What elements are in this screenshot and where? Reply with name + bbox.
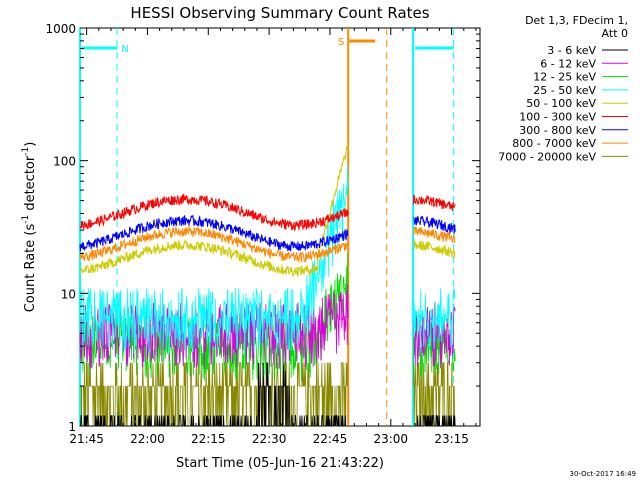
y-label-superscript: -1 <box>21 147 31 156</box>
legend-label: 6 - 12 keV <box>540 57 596 70</box>
series-line-50-100keV <box>412 239 456 259</box>
night-label: N <box>121 44 128 55</box>
y-tick-label: 10 <box>61 287 76 301</box>
timestamp: 30-Oct-2017 16:49 <box>570 470 636 478</box>
series-line-3-6keV <box>80 362 349 427</box>
series-line-50-100keV <box>79 143 349 278</box>
y-tick-layer: 1 10 100 1000 <box>45 22 480 434</box>
legend-label: 800 - 7000 keV <box>512 137 596 150</box>
x-tick-label: 21:45 <box>69 432 104 446</box>
legend-label: 25 - 50 keV <box>533 84 596 97</box>
series-line-25-50keV <box>79 164 349 355</box>
y-tick-label: 1 <box>68 420 76 434</box>
legend-label: 7000 - 20000 keV <box>498 150 596 163</box>
x-axis-label: Start Time (05-Jun-16 21:43:22) <box>176 456 384 471</box>
series-line-7000-20000keV <box>413 362 456 427</box>
series-line-800-7000keV <box>79 225 349 264</box>
y-axis-label: Count Rate (s-1 detector-1) <box>21 142 38 313</box>
legend-label: 50 - 100 keV <box>526 97 596 110</box>
y-tick-label: 1000 <box>45 22 76 36</box>
saa-label: S <box>338 37 344 48</box>
y-label-part: detector <box>23 155 38 215</box>
legend-label: 3 - 6 keV <box>547 44 596 57</box>
legend-header-line: Att 0 <box>602 27 628 40</box>
x-tick-label: 22:45 <box>313 432 348 446</box>
legend-label: 300 - 800 keV <box>519 124 596 137</box>
x-tick-layer: 21:45 22:00 22:15 22:30 22:45 23:00 23:15 <box>69 28 477 446</box>
series-line-25-50keV <box>413 287 456 354</box>
series-line-800-7000keV <box>412 226 456 244</box>
series-line-300-800keV <box>413 215 456 235</box>
x-tick-label: 23:15 <box>434 432 469 446</box>
legend-header-line: Det 1,3, FDecim 1, <box>525 14 628 27</box>
y-tick-label: 100 <box>53 155 76 169</box>
y-label-superscript: -1 <box>21 215 31 224</box>
series-line-300-800keV <box>79 214 349 252</box>
legend-label: 100 - 300 keV <box>519 111 596 124</box>
series-layer <box>79 143 456 427</box>
x-tick-label: 23:00 <box>373 432 408 446</box>
x-tick-label: 22:00 <box>130 432 165 446</box>
series-line-3-6keV <box>413 415 456 427</box>
x-tick-label: 22:15 <box>191 432 226 446</box>
series-line-100-300keV <box>412 194 456 212</box>
y-label-part: Count Rate (s <box>23 224 38 313</box>
legend-label: 12 - 25 keV <box>533 71 596 84</box>
plot-area: N S 21:45 22:00 22:15 22:30 22:45 23:00 23:15 1… <box>45 22 481 446</box>
x-tick-label: 22:30 <box>252 432 287 446</box>
y-label-part: ) <box>23 142 38 147</box>
chart-title: HESSI Observing Summary Count Rates <box>130 4 429 22</box>
series-line-100-300keV <box>79 194 349 232</box>
